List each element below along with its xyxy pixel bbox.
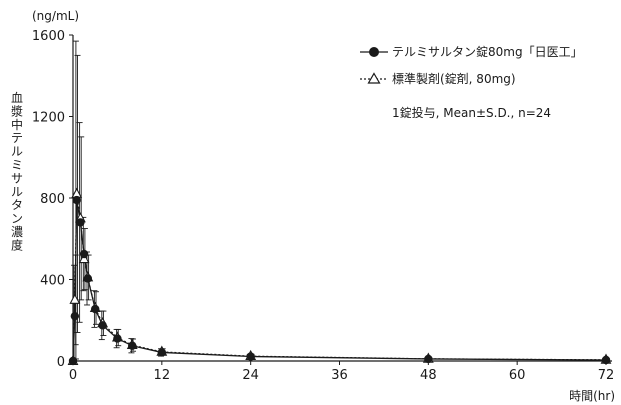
legend-marker-triangle [369,74,380,84]
legend-label-test: テルミサルタン錠80mg「日医工」 [392,44,583,59]
y-axis-title-char: テ [11,131,23,145]
data-point-circle [91,305,99,313]
y-unit-label: (ng/mL) [32,9,79,23]
error-bars [71,41,610,361]
data-point-triangle [70,295,79,304]
x-axis-title: 時間(hr) [569,389,615,403]
x-tick-label: 72 [598,368,615,383]
data-point-circle [424,355,432,363]
data-point-circle [73,196,81,204]
y-axis-title-char: ン [11,212,23,226]
y-tick-label: 800 [40,192,65,207]
data-point-circle [128,342,136,350]
x-tick-label: 48 [420,368,437,383]
series-line-0 [73,200,606,361]
data-point-circle [113,334,121,342]
x-tick-label: 36 [331,368,348,383]
series-lines [73,194,606,361]
series-markers [69,189,611,365]
y-tick-label: 400 [40,274,65,289]
y-axis-title-char: ル [11,185,23,199]
x-tick-label: 12 [154,368,171,383]
y-axis-title-char: タ [11,198,23,212]
x-tick-label: 0 [69,368,77,383]
y-axis-title-char: ル [11,145,23,159]
y-tick-label: 0 [57,355,65,370]
series-line-1 [73,194,606,361]
y-axis-title-char: 漿 [11,103,23,118]
legend-marker-circle [369,47,379,57]
data-point-circle [246,352,254,360]
legend-label-reference: 標準製剤(錠剤, 80mg) [392,71,516,86]
axes [69,35,612,365]
y-tick-label: 1200 [32,111,65,126]
data-point-circle [76,218,84,226]
tick-labels: 0 400 800 1200 1600 0 12 24 36 48 60 72 [32,29,614,383]
y-tick-label: 1600 [32,29,65,44]
data-point-circle [98,321,106,329]
data-point-circle [84,274,92,282]
y-axis-title-char: サ [11,171,23,185]
x-tick-label: 24 [242,368,259,383]
data-point-circle [69,357,77,365]
annotation: 1錠投与, Mean±S.D., n=24 [392,105,551,120]
data-point-circle [80,250,88,258]
y-axis-title-char: 中 [11,117,23,132]
data-point-circle [71,312,79,320]
y-axis-title-char: ミ [11,158,23,172]
y-axis-title-char: 血 [11,91,23,105]
x-tick-label: 60 [509,368,526,383]
y-axis-title-char: 度 [11,237,23,252]
y-axis-title-char: 濃 [11,225,23,239]
data-point-circle [602,356,610,364]
data-point-circle [158,348,166,356]
legend: テルミサルタン錠80mg「日医工」 標準製剤(錠剤, 80mg) 1錠投与, M… [360,44,583,120]
